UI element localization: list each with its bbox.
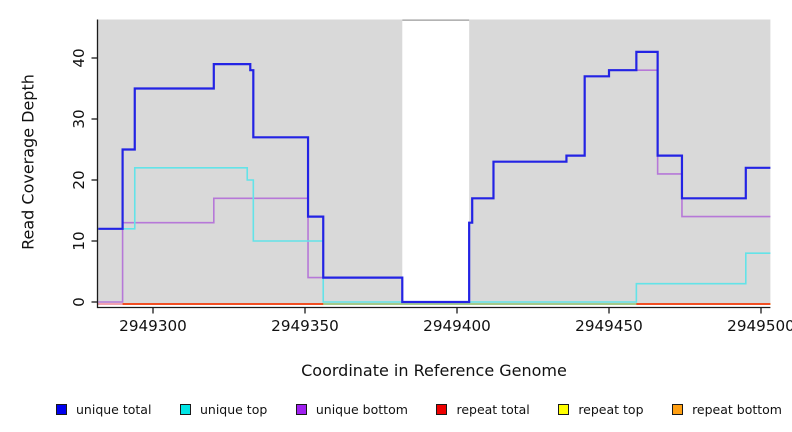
legend-label: repeat top [578, 401, 644, 417]
y-tick-label: 40 [70, 48, 88, 67]
y-tick-label: 30 [70, 109, 88, 128]
x-tick-label: 2949500 [727, 317, 792, 335]
x-axis-title: Coordinate in Reference Genome [301, 361, 567, 380]
x-tick-label: 2949400 [423, 317, 491, 335]
legend-label: repeat bottom [692, 401, 782, 417]
legend-label: unique top [199, 401, 268, 417]
legend-item-unique-top: unique top [179, 401, 268, 417]
chart-legend: unique total unique top unique bottom repea… [56, 399, 782, 419]
legend-swatch-icon [672, 403, 684, 415]
legend-item-repeat-total: repeat total [436, 401, 530, 417]
x-tick-label: 2949300 [119, 317, 187, 335]
y-axis-title: Read Coverage Depth [18, 74, 38, 250]
legend-swatch-icon [295, 403, 307, 415]
legend-swatch-icon [179, 403, 191, 415]
legend-label: repeat total [456, 401, 530, 417]
series-line-unique-top [98, 167, 771, 303]
legend-item-unique-total: unique total [56, 402, 151, 417]
legend-swatch-icon [56, 403, 67, 415]
legend-swatch-icon [436, 403, 448, 415]
series-line-unique-total [98, 50, 771, 304]
coverage-gap-band [402, 19, 470, 305]
y-tick-label: 0 [70, 297, 88, 307]
y-tick-label: 10 [70, 231, 88, 250]
legend-item-repeat-top: repeat top [558, 401, 644, 417]
y-tick-label: 20 [70, 170, 88, 189]
legend-label: unique bottom [315, 401, 408, 417]
x-tick-label: 2949450 [575, 317, 643, 335]
legend-item-unique-bottom: unique bottom [295, 401, 408, 417]
x-tick-label: 2949350 [271, 317, 339, 335]
axis-lines [96, 19, 771, 309]
legend-item-repeat-bottom: repeat bottom [672, 402, 782, 417]
legend-label: unique total [76, 401, 152, 417]
legend-swatch-icon [558, 403, 570, 415]
